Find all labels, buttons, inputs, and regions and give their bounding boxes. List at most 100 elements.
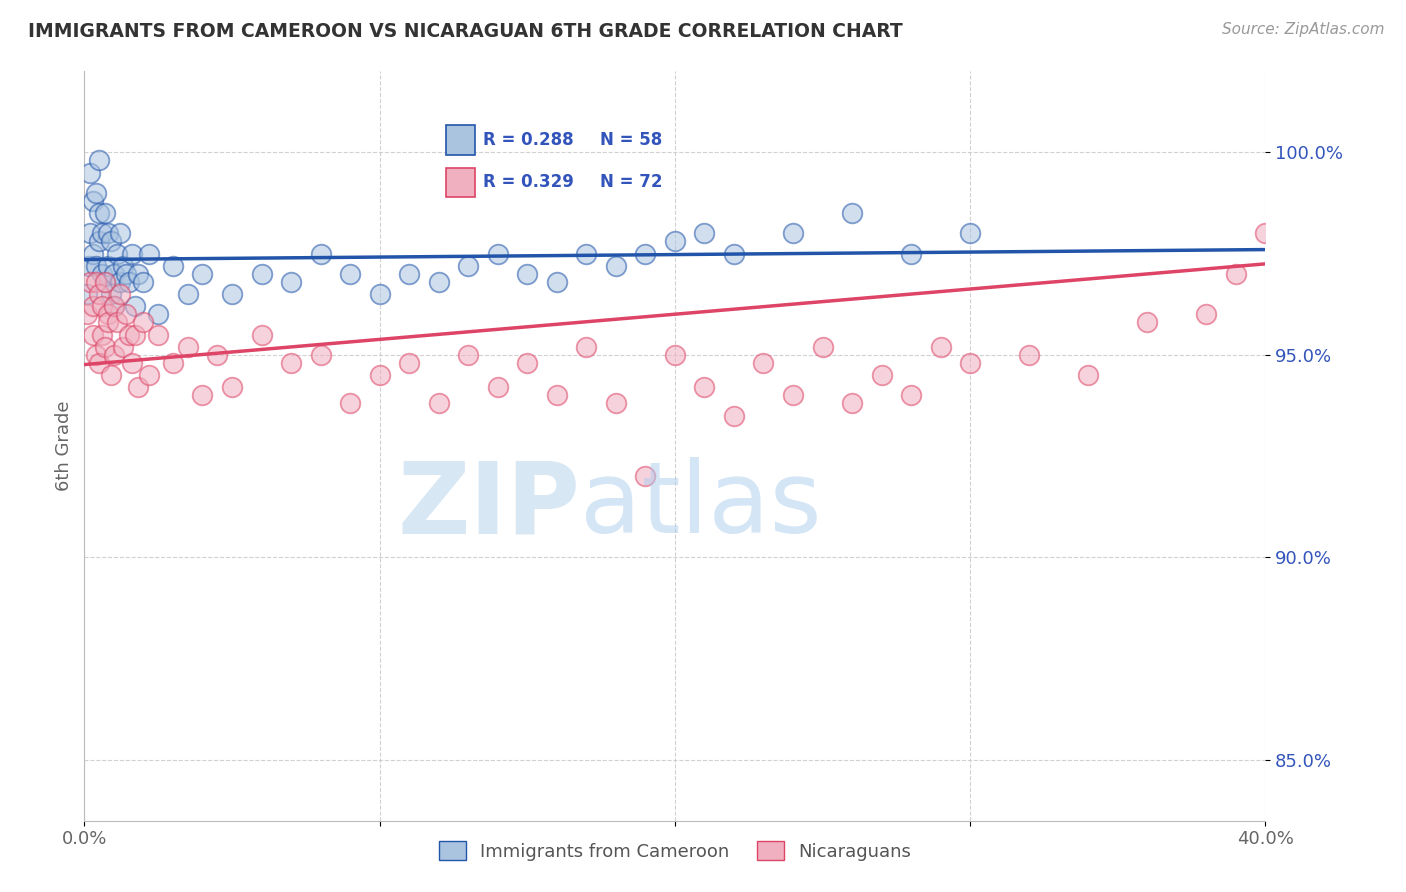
Point (82, 327, 104, 342)
Point (127, 267, 149, 281)
Point (91, 299, 114, 313)
Point (94, 275, 117, 289)
Point (87, 287, 111, 301)
Point (575, 340, 598, 354)
Point (124, 327, 146, 342)
Point (309, 348, 332, 362)
Point (103, 299, 125, 313)
Point (900, 388, 922, 402)
Point (76, 287, 98, 301)
Point (124, 299, 146, 313)
Point (118, 275, 141, 289)
Point (94, 206, 117, 220)
Point (82, 194, 104, 208)
Point (127, 380, 149, 394)
Point (929, 340, 952, 354)
Point (91, 327, 114, 342)
Point (114, 267, 136, 281)
Point (87, 235, 111, 249)
Point (1195, 307, 1218, 321)
Point (100, 235, 122, 249)
Point (605, 396, 627, 410)
Point (841, 396, 863, 410)
Point (77, 259, 100, 273)
Point (79, 166, 101, 180)
Point (1254, 227, 1277, 241)
Point (100, 287, 122, 301)
Point (634, 246, 657, 260)
Point (162, 259, 184, 273)
Point (1136, 316, 1159, 330)
Point (191, 267, 214, 281)
Point (84, 275, 107, 289)
Point (782, 227, 804, 241)
Point (84, 259, 107, 273)
Point (108, 275, 131, 289)
Point (693, 380, 716, 394)
Point (427, 275, 450, 289)
Point (103, 267, 125, 281)
Point (841, 206, 863, 220)
Point (516, 267, 538, 281)
Point (546, 275, 568, 289)
Point (97, 316, 120, 330)
Point (1077, 368, 1099, 383)
Point (486, 380, 509, 394)
Point (111, 340, 134, 354)
Point (191, 388, 214, 402)
Point (91, 267, 114, 281)
Point (105, 246, 128, 260)
Point (250, 327, 273, 342)
Point (664, 348, 686, 362)
Point (114, 307, 136, 321)
Point (309, 246, 332, 260)
Point (121, 246, 143, 260)
Point (177, 340, 200, 354)
Point (103, 299, 125, 313)
Point (723, 246, 745, 260)
Point (339, 267, 361, 281)
Point (427, 396, 450, 410)
Point (94, 340, 117, 354)
Point (79, 275, 101, 289)
Point (250, 267, 273, 281)
Point (959, 227, 981, 241)
Point (105, 316, 128, 330)
Point (118, 327, 141, 342)
Point (546, 388, 568, 402)
Point (84, 348, 107, 362)
Text: atlas: atlas (581, 458, 823, 555)
Point (516, 356, 538, 370)
Point (87, 206, 111, 220)
Point (138, 368, 160, 383)
Point (162, 356, 184, 370)
Point (148, 307, 170, 321)
Point (398, 356, 420, 370)
Point (782, 388, 804, 402)
Point (575, 246, 598, 260)
Point (121, 356, 143, 370)
Point (97, 307, 120, 321)
Point (82, 299, 104, 313)
Point (177, 287, 200, 301)
Point (693, 227, 716, 241)
Point (339, 396, 361, 410)
Point (752, 356, 775, 370)
Point (664, 235, 686, 249)
Point (132, 316, 155, 330)
Point (457, 348, 479, 362)
Point (1225, 267, 1247, 281)
Legend: Immigrants from Cameroon, Nicaraguans: Immigrants from Cameroon, Nicaraguans (432, 834, 918, 868)
Point (148, 327, 170, 342)
Point (87, 153, 111, 168)
Point (111, 259, 134, 273)
Point (723, 409, 745, 423)
Point (1018, 348, 1040, 362)
Point (959, 356, 981, 370)
Point (100, 368, 122, 383)
Point (91, 227, 114, 241)
Point (82, 246, 104, 260)
Point (368, 368, 391, 383)
Point (207, 348, 229, 362)
Point (457, 259, 479, 273)
